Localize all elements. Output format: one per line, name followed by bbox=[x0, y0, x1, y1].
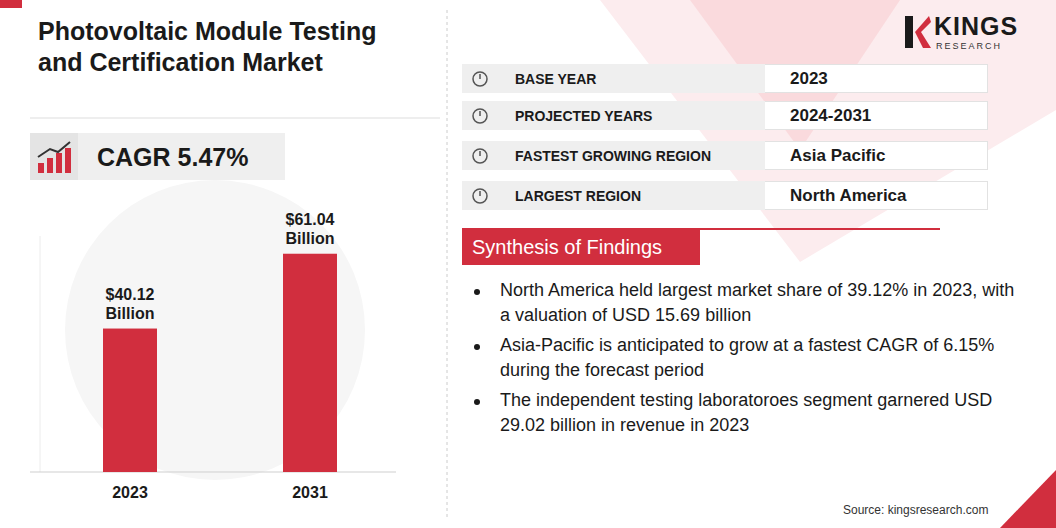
data-label-line: $40.12 bbox=[106, 286, 155, 303]
finding-item: North America held largest market share … bbox=[470, 278, 1020, 328]
corner-accent bbox=[1000, 470, 1056, 528]
x-tick-label: 2023 bbox=[112, 484, 148, 501]
summary-label: BASE YEAR bbox=[515, 71, 596, 87]
logo-icon bbox=[903, 14, 933, 50]
corner-accent bbox=[0, 0, 22, 8]
title-rule bbox=[30, 118, 440, 119]
title: Photovoltaic Module Testing and Certific… bbox=[38, 16, 423, 78]
brand-name: KINGS bbox=[934, 12, 1018, 41]
finding-text: Asia-Pacific is anticipated to grow at a… bbox=[500, 335, 994, 380]
data-label-line: Billion bbox=[286, 230, 335, 247]
summary-value: 2023 bbox=[790, 69, 828, 89]
cagr-text: CAGR 5.47% bbox=[97, 143, 248, 172]
icon-line bbox=[38, 142, 70, 157]
source: Source: kingsresearch.com bbox=[843, 503, 988, 517]
icon-bg bbox=[30, 133, 78, 180]
summary-value: North America bbox=[790, 186, 907, 206]
bar bbox=[103, 329, 157, 472]
row-icon-shape bbox=[473, 109, 487, 123]
baseline bbox=[30, 472, 396, 473]
row-icon-shape bbox=[479, 191, 481, 196]
finding-item: Asia-Pacific is anticipated to grow at a… bbox=[470, 333, 1020, 383]
data-label: $40.12 Billion bbox=[106, 286, 155, 322]
summary-label: LARGEST REGION bbox=[515, 188, 641, 204]
row-icon bbox=[470, 186, 490, 206]
icon-bar bbox=[65, 148, 71, 173]
row-icon-shape bbox=[479, 111, 481, 116]
icon-bar bbox=[38, 163, 44, 173]
separator bbox=[447, 10, 448, 518]
x-tick-label: 2031 bbox=[292, 484, 328, 501]
bg-globe bbox=[65, 180, 365, 480]
brand-tagline: RESEARCH bbox=[936, 41, 1002, 51]
summary-value: 2024-2031 bbox=[790, 106, 871, 126]
finding-text: North America held largest market share … bbox=[500, 280, 1014, 325]
y-axis bbox=[40, 236, 41, 472]
logo-stem bbox=[905, 16, 913, 48]
logo-arm bbox=[915, 16, 931, 48]
icon-bar bbox=[56, 153, 62, 173]
finding-text: The independent testing laboratoroes seg… bbox=[500, 390, 992, 435]
row-icon bbox=[470, 69, 490, 89]
summary-label: PROJECTED YEARS bbox=[515, 108, 652, 124]
row-icon-shape bbox=[479, 151, 481, 156]
data-label-line: Billion bbox=[106, 305, 155, 322]
bar bbox=[283, 254, 337, 472]
bullet bbox=[474, 344, 480, 350]
icon-bar bbox=[47, 158, 53, 173]
row-icon-shape bbox=[473, 149, 487, 163]
bars bbox=[103, 254, 337, 472]
data-label: $61.04 Billion bbox=[286, 211, 335, 247]
row-icon-shape bbox=[473, 189, 487, 203]
row-icon-shape bbox=[473, 72, 487, 86]
summary-label-bg bbox=[462, 64, 765, 93]
findings-list: North America held largest market share … bbox=[470, 278, 1030, 438]
finding-item: The independent testing laboratoroes seg… bbox=[470, 388, 1020, 438]
cagr-icon bbox=[30, 133, 78, 180]
findings-heading: Synthesis of Findings bbox=[472, 236, 662, 259]
summary-label: FASTEST GROWING REGION bbox=[515, 148, 711, 164]
bullet bbox=[474, 399, 480, 405]
summary-value: Asia Pacific bbox=[790, 146, 885, 166]
data-label-line: $61.04 bbox=[286, 211, 335, 228]
row-icon bbox=[470, 106, 490, 126]
row-icon-shape bbox=[479, 74, 481, 79]
bg-shape bbox=[600, 0, 1056, 262]
bullet bbox=[474, 289, 480, 295]
row-icon bbox=[470, 146, 490, 166]
